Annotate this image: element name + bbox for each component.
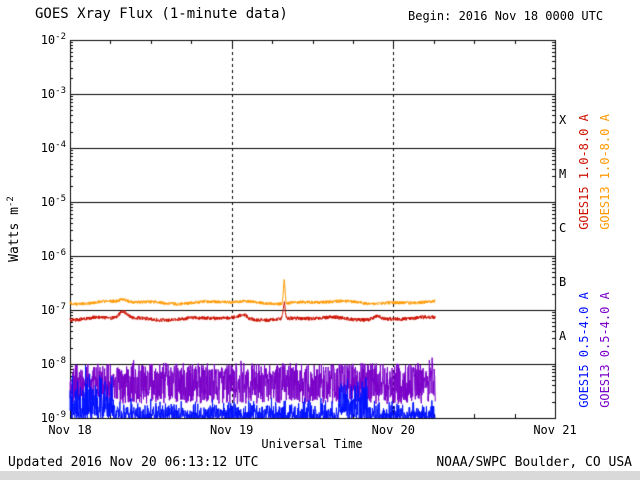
y-tick-label-1e-3: 10-3 [40,86,66,101]
y-tick-label-1e-2: 10-2 [40,32,66,47]
chart-title: GOES Xray Flux (1-minute data) [35,6,288,22]
series-label-goes13-1.0-8.0-a: GOES13 1.0-8.0 A [598,114,612,230]
series-label-goes15-0.5-4.0-a: GOES15 0.5-4.0 A [577,292,591,408]
y-tick-label-1e-9: 10-9 [40,410,66,425]
flare-class-label-a: A [559,329,567,343]
y-tick-label-1e-4: 10-4 [40,140,66,155]
flare-class-label-b: B [559,275,567,289]
y-tick-label-1e-7: 10-7 [40,302,66,317]
y-axis-label-text: Watts m [7,207,23,262]
flare-class-label-c: C [559,221,567,235]
y-axis-label-exponent: -2 [5,196,16,208]
y-tick-label-1e-6: 10-6 [40,248,66,263]
series-label-goes15-1.0-8.0-a: GOES15 1.0-8.0 A [577,114,591,230]
x-tick-label-nov-20: Nov 20 [371,423,416,437]
bottom-strip [0,471,640,480]
flare-class-label-m: M [559,167,567,181]
series-label-goes13-0.5-4.0-a: GOES13 0.5-4.0 A [598,292,612,408]
x-tick-label-nov-18: Nov 18 [48,423,92,437]
x-tick-label-nov-21: Nov 21 [533,423,577,437]
begin-timestamp-label: Begin: 2016 Nov 18 0000 UTC [408,9,604,23]
y-tick-label-1e-5: 10-5 [40,194,66,209]
x-axis-label: Universal Time [261,437,363,451]
flare-class-label-x: X [559,113,567,127]
y-tick-label-1e-8: 10-8 [40,356,66,371]
data-source-credit: NOAA/SWPC Boulder, CO USA [436,455,632,470]
x-tick-label-nov-19: Nov 19 [209,423,254,437]
y-axis-label: Watts m-2 [6,196,22,262]
updated-timestamp: Updated 2016 Nov 20 06:13:12 UTC [8,455,259,470]
